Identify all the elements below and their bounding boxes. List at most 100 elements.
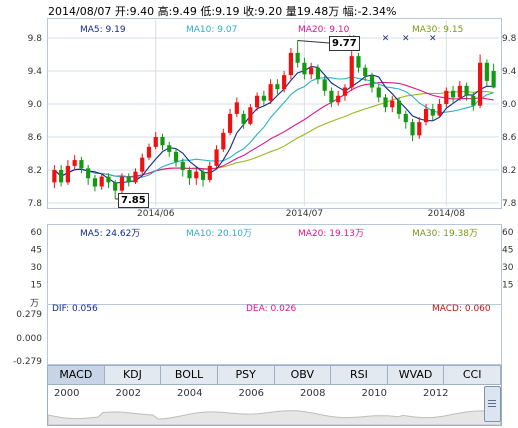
candle-body [295,52,300,63]
price-y-tick-left: 9.0 [28,100,43,110]
tab-rsi[interactable]: RSI [331,366,388,384]
candle-body [248,107,253,124]
candle-body [207,165,212,180]
high-value: 9.49 [172,5,197,18]
macd-y-tick: 0.000 [16,334,42,344]
candle-body [363,67,368,76]
price-x-tick: 2014/07 [286,209,323,219]
volume-legend-ma30: MA30: 19.38万 [412,229,479,239]
price-ma20-line [54,81,494,178]
high-label: 高: [157,5,173,18]
candle-body [403,113,408,123]
volume-y-tick-right: 15 [502,281,513,291]
grip-line-icon [488,400,496,401]
candle-body [322,79,327,91]
price-y-tick-left: 7.8 [28,199,43,209]
volume-y-tick-right: 60 [502,228,514,238]
high-callout-leader [297,39,330,44]
price-y-tick-left: 8.6 [28,133,43,143]
volume-y-tick-right: 45 [502,246,513,256]
candle-body [140,157,145,172]
time-navigator[interactable]: 2000 2002 2004 2006 2008 2010 2012 [47,384,502,426]
open-label: 开: [114,5,130,18]
price-legend-ma5: MA5: 9.19 [80,25,126,35]
candle-body [72,160,77,166]
macd-y-tick: -0.279 [13,357,42,367]
navigator-year-label: 2006 [238,388,264,399]
candle-body [396,100,402,114]
navigator-year-label: 2008 [300,388,326,399]
price-ma5-line [54,65,494,184]
candle-body [309,67,314,75]
macd-legend-macd: MACD: 0.060 [432,304,491,314]
candle-body [153,137,158,147]
low-label: 低: [200,5,216,18]
tab-kdj[interactable]: KDJ [105,366,162,384]
tab-macd[interactable]: MACD [48,366,105,384]
low-value: 9.19 [215,5,240,18]
volume-y-tick-left: 60 [31,228,43,238]
grip-line-icon [488,403,496,404]
candle-body [99,176,104,187]
candle-body [227,113,233,133]
candle-body [200,171,206,180]
candle-body [275,84,280,90]
tab-wvad[interactable]: WVAD [388,366,445,384]
tab-obv[interactable]: OBV [275,366,332,384]
volume-y-tick-left: 45 [31,246,42,256]
candle-body [173,151,179,162]
tab-boll[interactable]: BOLL [161,366,218,384]
change-label: 幅: [342,5,358,18]
candle-body [315,67,321,80]
candle-body [491,71,496,88]
candle-body [59,170,64,183]
price-y-tick-left: 9.4 [28,67,43,77]
candle-body [444,90,449,104]
candle-body [329,90,334,103]
price-y-tick-right: 8.2 [502,166,516,176]
price-legend-ma30: MA30: 9.15 [412,25,464,35]
candle-body [52,170,57,183]
candle-body [187,170,192,179]
navigator-area [48,410,501,425]
candle-body [261,95,266,101]
candle-body [268,84,273,101]
volume-y-tick-right: 30 [502,263,514,273]
candle-body [342,87,348,96]
candle-body [410,122,415,136]
event-marker-icon: ✕ [402,34,410,44]
price-ma10-line [54,76,494,178]
event-marker-icon: ✕ [429,34,437,44]
navigator-year-label: 2000 [54,388,80,399]
macd-panel[interactable] [47,304,502,365]
candle-body [92,178,98,187]
price-x-tick: 2014/08 [428,209,466,219]
navigator-scroll-handle[interactable] [484,386,501,422]
navigator-year-label: 2010 [361,388,387,399]
open-value: 9.40 [129,5,155,18]
tab-psy[interactable]: PSY [218,366,275,384]
volume-panel[interactable] [47,224,502,306]
price-y-tick-left: 9.8 [28,34,43,44]
navigator-history-sparkline [48,410,501,425]
candle-body [180,161,185,170]
volume-legend-ma10: MA10: 20.10万 [186,229,253,239]
volume-y-tick-left: 30 [31,263,43,273]
candle-body [437,104,442,116]
grip-line-icon [488,406,496,407]
candle-body [113,182,118,191]
candle-body [417,122,422,136]
candle-body [430,108,435,116]
navigator-year-label: 2002 [115,388,141,399]
candle-body [369,75,375,88]
candle-body [160,137,165,146]
navigator-year-label: 2004 [177,388,203,399]
candle-body [221,132,226,150]
candle-body [79,160,84,169]
volume-y-tick-left: 15 [31,281,42,291]
tab-cci[interactable]: CCI [444,366,501,384]
price-x-tick: 2014/06 [137,209,175,219]
close-value: 9.20 [257,5,283,18]
candle-body [126,176,131,183]
high-point-callout: 9.77 [329,36,360,51]
